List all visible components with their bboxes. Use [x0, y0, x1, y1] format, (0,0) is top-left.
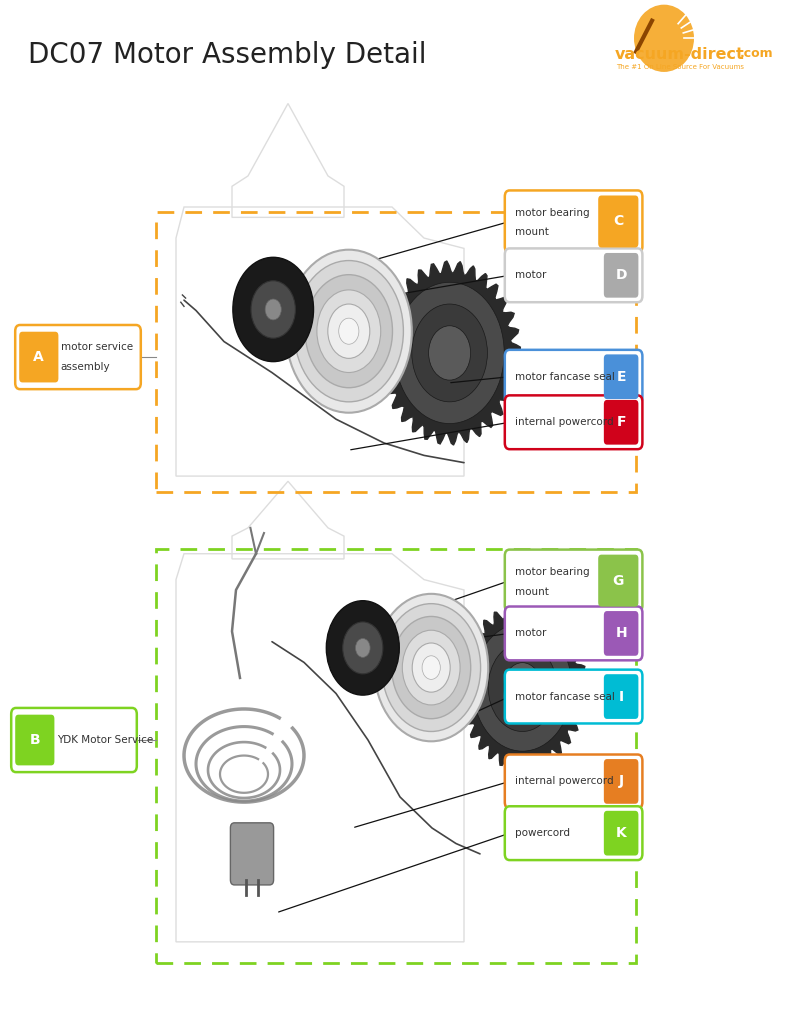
- Text: assembly: assembly: [61, 362, 110, 373]
- Text: powercord: powercord: [515, 828, 570, 838]
- FancyBboxPatch shape: [15, 715, 54, 766]
- Polygon shape: [458, 604, 586, 771]
- Circle shape: [503, 662, 542, 712]
- Circle shape: [342, 622, 383, 674]
- FancyBboxPatch shape: [598, 196, 638, 247]
- Text: C: C: [613, 214, 623, 229]
- FancyBboxPatch shape: [230, 823, 274, 885]
- Circle shape: [355, 639, 370, 657]
- Circle shape: [392, 617, 470, 718]
- FancyBboxPatch shape: [505, 395, 642, 449]
- Circle shape: [488, 643, 557, 732]
- FancyBboxPatch shape: [505, 190, 642, 253]
- Text: The #1 On Line Source For Vacuums: The #1 On Line Source For Vacuums: [616, 64, 744, 70]
- Text: H: H: [615, 626, 627, 641]
- FancyBboxPatch shape: [604, 611, 638, 656]
- FancyBboxPatch shape: [604, 354, 638, 400]
- FancyBboxPatch shape: [604, 253, 638, 298]
- FancyBboxPatch shape: [604, 674, 638, 719]
- Circle shape: [286, 249, 412, 413]
- Circle shape: [338, 318, 359, 345]
- Circle shape: [402, 630, 460, 705]
- FancyBboxPatch shape: [505, 755, 642, 808]
- Text: B: B: [30, 733, 40, 747]
- Circle shape: [412, 643, 450, 692]
- Text: D: D: [615, 268, 627, 283]
- FancyBboxPatch shape: [598, 555, 638, 607]
- Text: motor fancase seal: motor fancase seal: [515, 691, 615, 702]
- Circle shape: [317, 290, 381, 373]
- Circle shape: [382, 603, 481, 732]
- FancyBboxPatch shape: [505, 550, 642, 612]
- Ellipse shape: [634, 5, 694, 72]
- Text: motor bearing: motor bearing: [515, 567, 590, 576]
- Circle shape: [294, 261, 403, 402]
- Text: motor service: motor service: [61, 342, 133, 352]
- Circle shape: [305, 274, 393, 388]
- Text: .com: .com: [740, 47, 774, 60]
- Text: motor: motor: [515, 628, 546, 639]
- Text: G: G: [613, 573, 624, 588]
- Circle shape: [422, 656, 440, 679]
- Text: YDK Motor Service: YDK Motor Service: [57, 735, 153, 745]
- Text: internal powercord: internal powercord: [515, 417, 614, 427]
- FancyBboxPatch shape: [15, 325, 141, 389]
- Circle shape: [328, 304, 370, 358]
- Circle shape: [265, 299, 282, 320]
- Text: K: K: [616, 826, 626, 840]
- Circle shape: [374, 594, 488, 741]
- Polygon shape: [378, 261, 520, 445]
- Text: F: F: [616, 415, 626, 430]
- FancyBboxPatch shape: [505, 670, 642, 723]
- Text: DC07 Motor Assembly Detail: DC07 Motor Assembly Detail: [28, 41, 426, 69]
- Circle shape: [473, 623, 572, 751]
- FancyBboxPatch shape: [505, 350, 642, 404]
- Text: I: I: [618, 689, 624, 704]
- Circle shape: [395, 283, 504, 423]
- Text: motor: motor: [515, 270, 546, 280]
- Text: J: J: [618, 774, 624, 789]
- Circle shape: [233, 258, 314, 361]
- Bar: [156, 212, 636, 492]
- Text: mount: mount: [515, 228, 549, 237]
- Circle shape: [251, 280, 295, 338]
- Circle shape: [326, 600, 399, 696]
- Text: vacuum-direct: vacuum-direct: [614, 47, 744, 61]
- Bar: [156, 549, 636, 963]
- Text: motor bearing: motor bearing: [515, 208, 590, 217]
- FancyBboxPatch shape: [505, 806, 642, 860]
- FancyBboxPatch shape: [19, 331, 58, 382]
- Text: A: A: [34, 350, 44, 364]
- Text: internal powercord: internal powercord: [515, 776, 614, 787]
- Text: motor fancase seal: motor fancase seal: [515, 372, 615, 382]
- FancyBboxPatch shape: [604, 810, 638, 856]
- Text: mount: mount: [515, 587, 549, 596]
- Text: E: E: [616, 369, 626, 384]
- Circle shape: [412, 304, 487, 402]
- FancyBboxPatch shape: [11, 708, 137, 772]
- FancyBboxPatch shape: [604, 400, 638, 445]
- FancyBboxPatch shape: [505, 248, 642, 302]
- FancyBboxPatch shape: [505, 607, 642, 660]
- FancyBboxPatch shape: [604, 759, 638, 804]
- Circle shape: [429, 326, 470, 380]
